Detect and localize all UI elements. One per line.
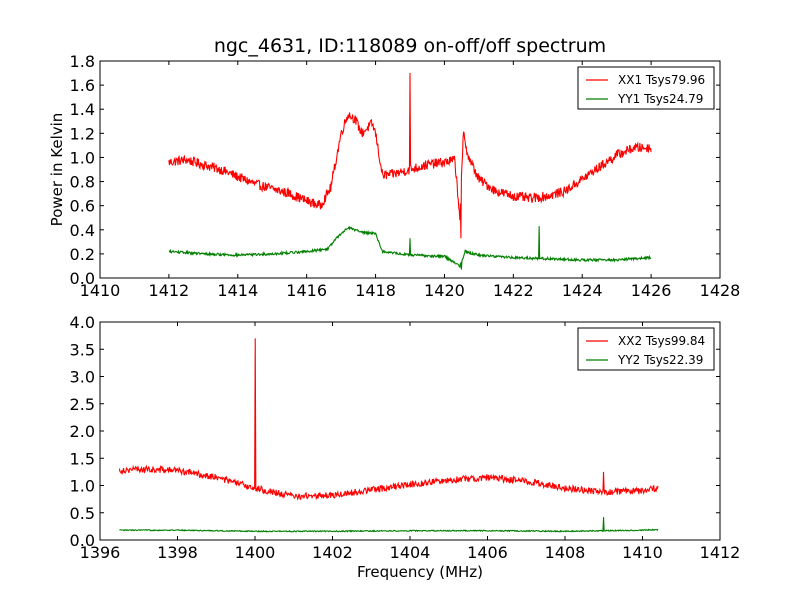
- x-tick-label: 1406: [467, 543, 508, 562]
- x-tick-label: 1412: [700, 543, 741, 562]
- y-tick-label: 0.5: [70, 504, 95, 523]
- y-tick-label: 0.0: [70, 269, 95, 288]
- y-tick-label: 4.0: [70, 313, 95, 332]
- y-tick-label: 0.6: [70, 197, 95, 216]
- x-tick-label: 1418: [355, 281, 396, 300]
- x-tick-label: 1412: [149, 281, 190, 300]
- y-tick-label: 0.2: [70, 245, 95, 264]
- x-tick-label: 1410: [622, 543, 663, 562]
- x-tick-label: 1424: [562, 281, 603, 300]
- plot-frame: [99, 60, 721, 279]
- y-tick-label: 3.0: [70, 368, 95, 387]
- x-tick-label: 1408: [545, 543, 586, 562]
- y-tick-label: 0.4: [70, 221, 95, 240]
- x-tick-label: 1410: [80, 281, 121, 300]
- series-line-bottom-0: [118, 338, 659, 501]
- figure-title: ngc_4631, ID:118089 on-off/off spectrum: [214, 35, 606, 57]
- x-tick-label: 1398: [157, 543, 198, 562]
- x-tick-label: 1426: [631, 281, 672, 300]
- legend-box: [577, 327, 715, 371]
- y-tick-label: 0.8: [70, 173, 95, 192]
- y-tick-label: 1.4: [70, 100, 95, 119]
- x-tick-label: 1414: [217, 281, 258, 300]
- x-tick-label: 1404: [390, 543, 431, 562]
- legend-box: [577, 66, 715, 110]
- legend-entry: XX1 Tsys79.96: [618, 73, 705, 87]
- x-tick-label: 1402: [312, 543, 353, 562]
- legend: XX1 Tsys79.96 YY1 Tsys24.79: [577, 66, 715, 110]
- x-axis-label: Frequency (MHz): [357, 563, 483, 581]
- y-tick-label: 3.5: [70, 340, 95, 359]
- y-tick-label: 1.8: [70, 52, 95, 71]
- x-tick-label: 1428: [700, 281, 741, 300]
- top-spectrum-plot: 1410 1412 1414 1416 1418 1420 1422 1424 1426 1428…: [48, 52, 740, 300]
- x-tick-label: 1400: [235, 543, 276, 562]
- y-tick-label: 1.5: [70, 449, 95, 468]
- x-tick-label: 1396: [80, 543, 121, 562]
- y-tick-label: 2.0: [70, 422, 95, 441]
- y-tick-label: 1.0: [70, 148, 95, 167]
- series-line-bottom-1: [119, 517, 659, 533]
- x-tick-label: 1422: [493, 281, 534, 300]
- legend: XX2 Tsys99.84 YY2 Tsys22.39: [577, 327, 715, 371]
- y-tick-label: 2.5: [70, 395, 95, 414]
- series-line-top-1: [168, 225, 652, 270]
- y-tick-label: 1.6: [70, 76, 95, 95]
- legend-entry: XX2 Tsys99.84: [618, 334, 705, 348]
- y-axis-label: Power in Kelvin: [48, 113, 66, 227]
- y-tick-label: 0.0: [70, 531, 95, 550]
- x-tick-label: 1416: [286, 281, 327, 300]
- bottom-spectrum-plot: 1396 1398 1400 1402 1404 1406 1408 1410 1412 0.0 0…: [70, 313, 741, 581]
- legend-entry: YY1 Tsys24.79: [617, 92, 703, 106]
- series-line-top-0: [168, 73, 652, 239]
- legend-entry: YY2 Tsys22.39: [617, 353, 703, 367]
- x-tick-label: 1420: [424, 281, 465, 300]
- y-tick-label: 1.0: [70, 477, 95, 496]
- y-tick-label: 1.2: [70, 124, 95, 143]
